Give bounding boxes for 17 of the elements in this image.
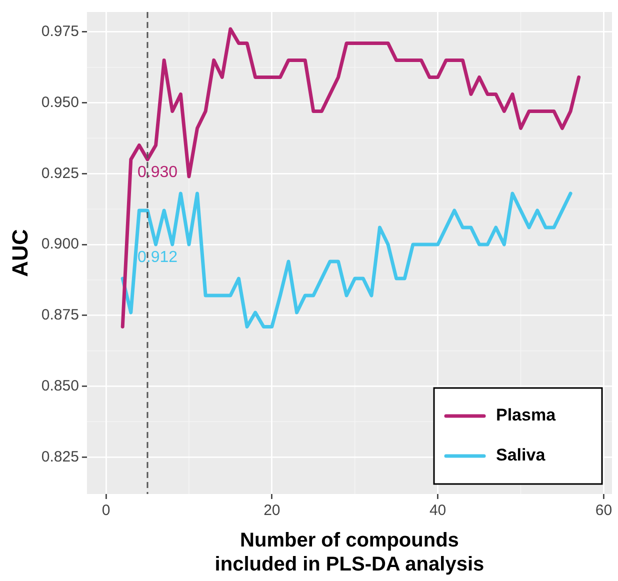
y-tick-label: 0.875 xyxy=(41,306,79,324)
x-tick-label: 20 xyxy=(264,502,280,520)
x-tick-label: 60 xyxy=(595,502,612,520)
annotation: 0.930 xyxy=(137,164,178,181)
y-tick-label: 0.975 xyxy=(41,22,79,40)
legend-label: Plasma xyxy=(496,406,556,425)
x-tick-label: 0 xyxy=(102,502,110,520)
y-tick-label: 0.850 xyxy=(41,377,79,394)
legend-label: Saliva xyxy=(496,446,546,465)
x-axis-title: Number of compounds included in PLS-DA analysis xyxy=(214,530,484,576)
y-axis-title: AUC xyxy=(7,229,32,277)
y-tick-label: 0.925 xyxy=(41,164,79,182)
x-tick-label: 40 xyxy=(429,502,446,520)
y-tick-label: 0.950 xyxy=(41,94,79,111)
y-tick-label: 0.900 xyxy=(41,236,79,253)
y-tick-label: 0.825 xyxy=(41,448,79,466)
annotation: 0.912 xyxy=(137,248,178,266)
